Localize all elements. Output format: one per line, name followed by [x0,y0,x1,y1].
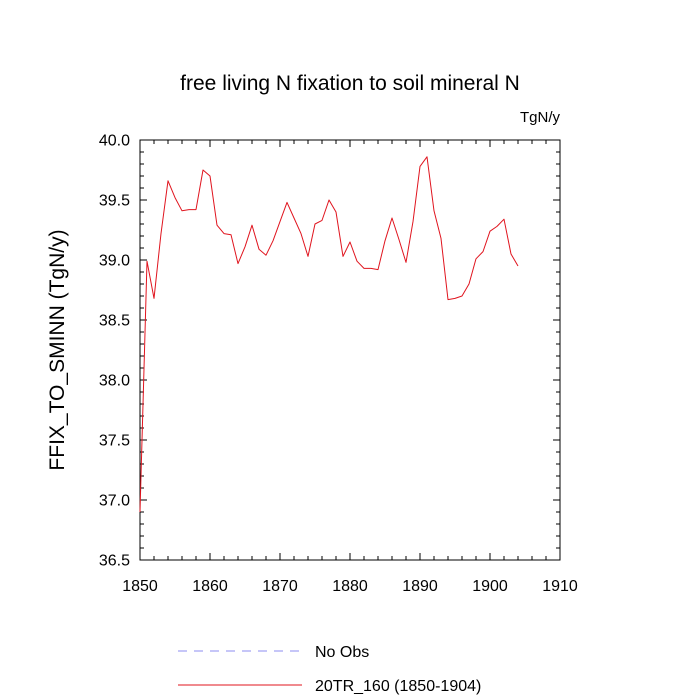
legend-label: 20TR_160 (1850-1904) [315,678,481,695]
y-tick-label: 38.0 [99,373,130,390]
y-tick-label: 37.5 [99,433,130,450]
x-tick-label: 1860 [192,578,228,595]
axis-ticks: 1850 1860 1870 1880 1890 1900 1910 36.5 37.0 37.5… [99,133,578,596]
units-label: TgN/y [520,109,561,126]
y-tick-label: 36.5 [99,553,130,570]
x-tick-label: 1900 [472,578,508,595]
legend: No Obs 20TR_160 (1850-1904) [178,644,481,695]
plot-frame [139,139,561,561]
y-tick-label: 39.0 [99,253,130,270]
legend-label: No Obs [315,644,369,661]
x-tick-label: 1850 [122,578,158,595]
y-axis-label: FFIX_TO_SMINN (TgN/y) [46,229,69,470]
series-line-0 [139,156,519,513]
y-tick-label: 40.0 [99,133,130,150]
x-tick-label: 1910 [542,578,578,595]
y-tick-label: 38.5 [99,313,130,330]
x-tick-label: 1890 [402,578,438,595]
series-layer [139,156,519,513]
chart-title: free living N fixation to soil mineral N [180,72,520,95]
x-tick-label: 1880 [332,578,368,595]
x-tick-label: 1870 [262,578,298,595]
y-tick-label: 39.5 [99,193,130,210]
y-tick-label: 37.0 [99,493,130,510]
